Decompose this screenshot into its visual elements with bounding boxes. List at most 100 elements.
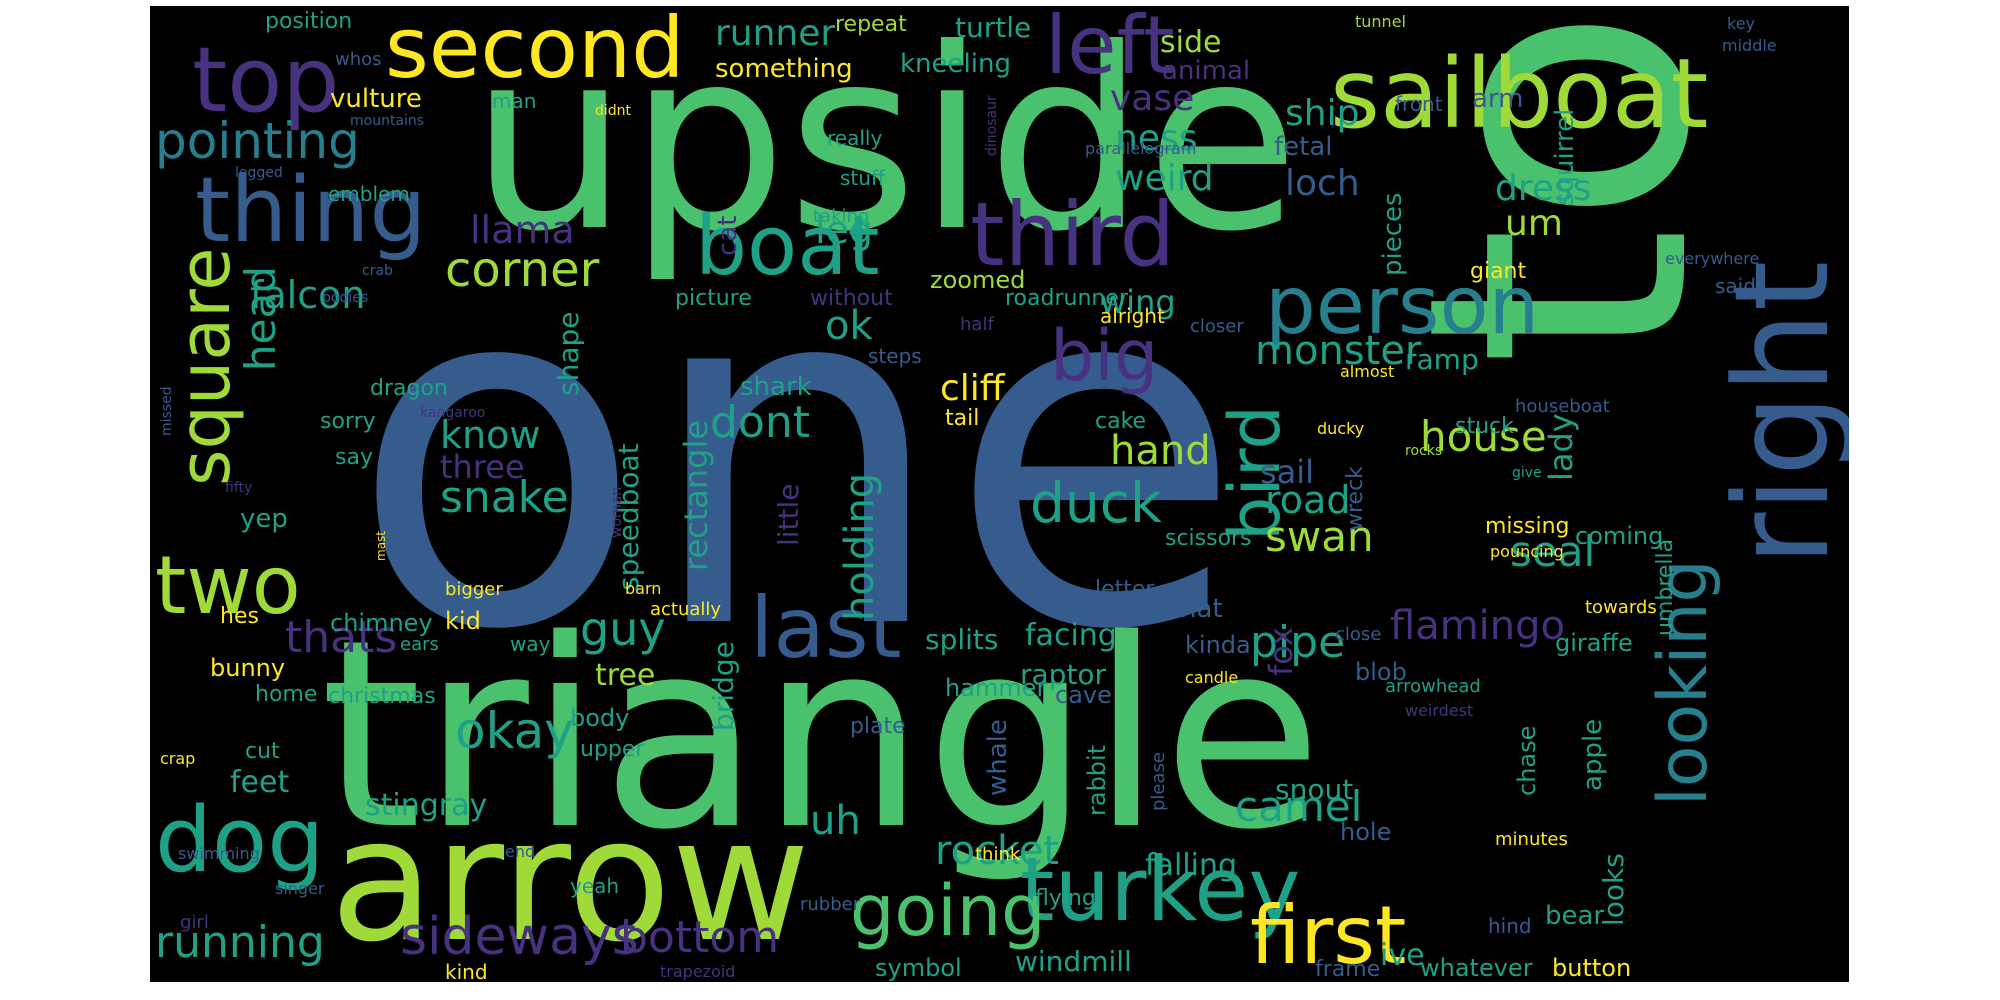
word-last: last (750, 579, 902, 677)
word-holding: holding (837, 472, 883, 621)
word-tunnel: tunnel (1355, 12, 1406, 31)
word-sideways: sideways (400, 907, 639, 967)
word-almost: almost (1340, 362, 1395, 381)
word-know: know (440, 413, 541, 457)
word-fox: fox (1262, 627, 1300, 676)
word-shape: shape (552, 311, 585, 397)
word-man: man (492, 89, 537, 113)
word-sail: sail (1260, 453, 1315, 491)
word-pieces: pieces (1378, 192, 1408, 276)
word-steps: steps (868, 344, 922, 368)
word-position: position (265, 9, 353, 34)
word-llama: llama (470, 208, 575, 252)
word-squirrel: squirrel (1550, 108, 1580, 206)
word-singer: singer (275, 879, 325, 898)
word-three: three (440, 448, 525, 486)
word-scissors: scissors (1165, 526, 1252, 551)
word-woman: woman (609, 486, 625, 538)
word-runner: runner (715, 13, 836, 54)
word-arrow: arrow (330, 782, 811, 980)
word-kangaroo: kangaroo (420, 405, 486, 421)
word-crab: crab (362, 263, 393, 279)
word-hind: hind (1488, 914, 1532, 938)
word-ness: ness (1115, 118, 1198, 159)
word-half: half (960, 314, 994, 335)
word-raptor: raptor (1020, 658, 1107, 691)
word-top: top (192, 28, 340, 133)
word-christmas: christmas (328, 684, 436, 709)
word-lady: lady (1542, 413, 1580, 481)
word-loch: loch (1285, 163, 1360, 204)
word-actually: actually (650, 599, 722, 620)
word-stuff: stuff (840, 166, 885, 190)
word-upside: upside (470, 6, 1300, 286)
word-said: said (1715, 274, 1756, 298)
word-hat: hat (1180, 594, 1223, 624)
word-whos: whos (335, 49, 382, 70)
word-ears: ears (400, 634, 439, 655)
word-bunny: bunny (210, 654, 286, 682)
word-frame: frame (1315, 957, 1381, 982)
word-chase: chase (1513, 725, 1541, 796)
word-bigger: bigger (445, 579, 503, 600)
word-ducky: ducky (1317, 419, 1365, 438)
word-arrowhead: arrowhead (1385, 676, 1481, 697)
word-ive: ive (1380, 938, 1425, 973)
word-leg: leg (815, 208, 874, 252)
word-parallelogram: parallelogram (1085, 139, 1197, 158)
word-duck: duck (1030, 471, 1162, 535)
word-animal: animal (1162, 56, 1251, 86)
word-dinosaur: dinosaur (984, 95, 1000, 156)
word-towards: towards (1585, 597, 1657, 618)
word-stingray: stingray (365, 788, 488, 823)
word-kneeling: kneeling (900, 49, 1011, 79)
word-pipe: pipe (1250, 617, 1346, 668)
word-pointing: pointing (155, 112, 360, 170)
word-swan: swan (1265, 512, 1374, 561)
word-please: please (1148, 752, 1169, 811)
word-going: going (850, 870, 1046, 952)
word-wing: wing (1100, 283, 1176, 321)
word-giant: giant (1470, 259, 1527, 284)
word-one: one (350, 176, 1244, 735)
word-something: something (715, 54, 853, 84)
word-missed: missed (159, 386, 175, 436)
word-way: way (510, 632, 551, 656)
word-pouncing: pouncing (1490, 542, 1564, 561)
word-person: person (1265, 259, 1540, 352)
word-seal: seal (1510, 527, 1596, 576)
word-kind: kind (445, 960, 488, 982)
word-apple: apple (1578, 718, 1608, 791)
word-weird: weird (1115, 158, 1214, 199)
word-mountains: mountains (350, 113, 425, 129)
word-um: um (1505, 203, 1563, 244)
word-big: big (1050, 315, 1159, 397)
word-plate: plate (850, 714, 906, 739)
word-hammer: hammer (945, 674, 1047, 702)
word-weirdest: weirdest (1405, 701, 1474, 720)
word-legged: legged (235, 165, 283, 181)
word-rubber: rubber (800, 894, 861, 915)
word-rocks: rocks (1405, 443, 1443, 459)
word-hole: hole (1340, 818, 1392, 846)
word-hand: hand (1110, 428, 1211, 474)
word-snout: snout (1275, 773, 1354, 806)
word-yeah: yeah (570, 874, 620, 898)
word-right: right (1706, 260, 1849, 566)
word-arm: arm (1472, 84, 1524, 114)
word-stuck: stuck (1455, 414, 1514, 439)
word-tail: tail (945, 406, 980, 431)
word-turtle: turtle (955, 11, 1032, 44)
word-little: little (772, 483, 805, 546)
word-rocket: rocket (935, 828, 1060, 874)
word-whale: whale (983, 719, 1013, 796)
word-side: side (1160, 25, 1222, 60)
word-closer: closer (1190, 316, 1244, 337)
word-hes: hes (220, 604, 259, 629)
word-upper: upper (580, 737, 645, 762)
word-minutes: minutes (1495, 829, 1568, 850)
word-shark: shark (740, 372, 812, 402)
word-looks: looks (1597, 853, 1630, 926)
word-flying: flying (1035, 886, 1096, 911)
word-yep: yep (240, 504, 288, 534)
